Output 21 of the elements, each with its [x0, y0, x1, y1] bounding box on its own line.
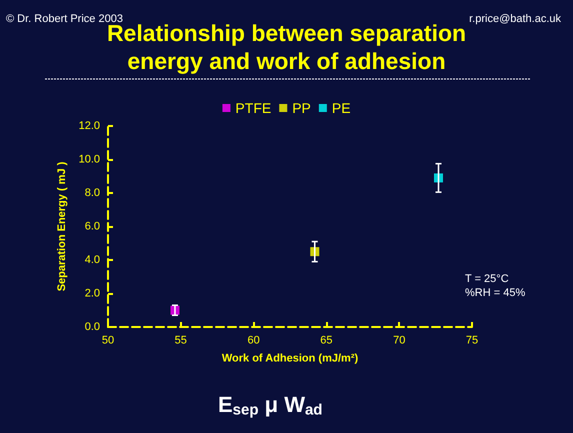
- annotation: T = 25°C %RH = 45%: [465, 273, 526, 299]
- text: © Dr. Robert Price 2003: [6, 13, 123, 25]
- y-tick-label: 8.0: [84, 187, 100, 199]
- legend-label: PTFE: [235, 100, 272, 116]
- y-tick-label: 2.0: [84, 288, 100, 300]
- legend-label: PE: [332, 100, 351, 116]
- x-axis-title: Work of Adhesion (mJ/m²): [222, 352, 358, 364]
- x-tick-label: 55: [174, 334, 187, 346]
- y-tick-label: 4.0: [84, 254, 100, 266]
- x-tick-label: 75: [466, 334, 478, 346]
- y-tick-label: 6.0: [84, 220, 100, 232]
- x-tick-label: 70: [393, 334, 406, 346]
- legend-label: PP: [292, 100, 311, 116]
- y-tick-label: 10.0: [78, 154, 100, 166]
- x-tick-label: 50: [102, 334, 114, 346]
- x-tick-label: 60: [247, 334, 260, 346]
- x-tick-label: 65: [320, 334, 333, 346]
- y-tick-label: 12.0: [78, 120, 100, 132]
- y-tick-label: 0.0: [84, 321, 100, 333]
- y-axis-title: Separation Energy ( mJ ): [56, 161, 68, 292]
- text: r.price@bath.ac.uk: [469, 13, 562, 25]
